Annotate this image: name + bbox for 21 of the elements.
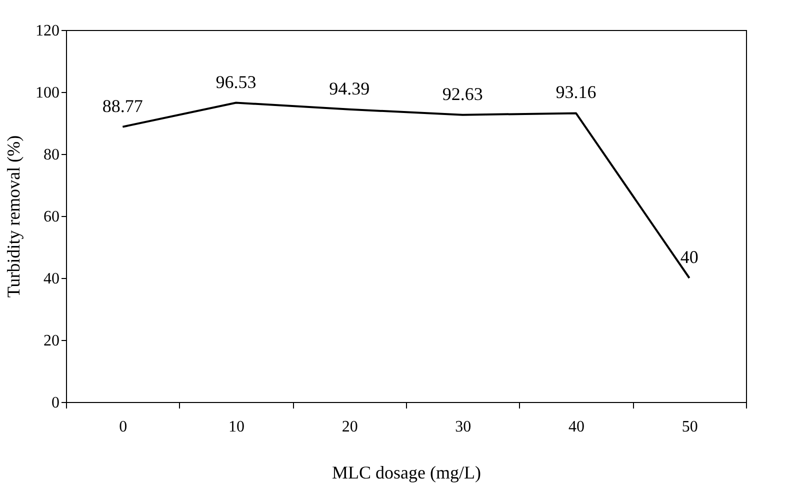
data-label: 94.39 [329, 78, 370, 98]
x-tick-label: 10 [228, 418, 244, 436]
x-tick-label: 30 [455, 418, 472, 436]
data-label: 96.53 [216, 72, 256, 92]
x-tick-label: 20 [342, 418, 358, 436]
y-axis-title: Turbidity removal (%) [4, 135, 24, 298]
data-label: 40 [680, 247, 698, 267]
y-tick-label: 100 [36, 84, 60, 102]
y-tick-label: 0 [52, 394, 60, 412]
y-tick-label: 20 [44, 332, 60, 350]
data-label: 93.16 [556, 82, 596, 102]
data-label: 88.77 [102, 96, 143, 116]
y-tick-label: 40 [44, 270, 60, 288]
y-tick-label: 120 [36, 22, 60, 40]
x-axis-title: MLC dosage (mg/L) [332, 462, 481, 482]
y-tick-label: 80 [44, 146, 60, 164]
x-tick-label: 40 [568, 418, 584, 436]
x-tick-label: 50 [682, 418, 698, 436]
y-tick-label: 60 [44, 208, 60, 226]
x-tick-label: 0 [119, 418, 128, 436]
data-label: 92.63 [442, 84, 483, 104]
